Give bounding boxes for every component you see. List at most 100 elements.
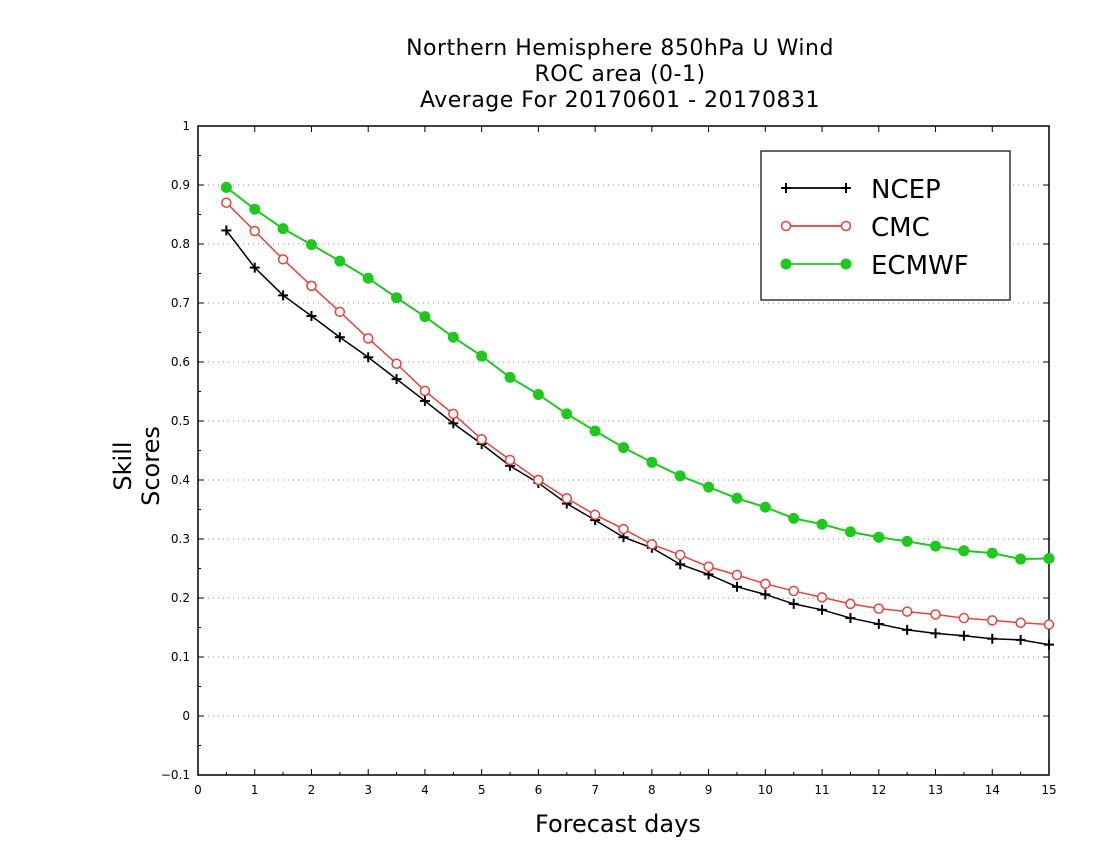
x-tick-label: 6 [535,783,543,797]
data-point-ecmwf [731,492,743,504]
x-tick-label: 7 [591,783,599,797]
data-point-ecmwf [447,331,459,343]
x-tick-label: 13 [928,783,943,797]
data-point-ecmwf [873,531,885,543]
x-axis-title: Forecast days [535,810,701,838]
data-point-ncep [419,395,430,406]
data-point-ncep [278,290,289,301]
data-point-ecmwf [277,223,289,235]
y-tick-label: −0.1 [161,768,190,782]
series-ecmwf [220,181,1055,565]
y-tick-label: 0.3 [171,532,190,546]
y-tick-label: 0.9 [171,178,190,192]
data-point-cmc [334,306,346,318]
y-tick-label: 0.5 [171,414,190,428]
data-point-ncep [1044,639,1054,650]
data-point-ecmwf [958,545,970,557]
data-point-ncep [731,581,742,592]
data-point-ncep [249,262,260,273]
data-point-ncep [760,589,771,600]
legend-label-cmc: CMC [871,213,930,243]
y-axis-title: Skill Scores [109,426,165,506]
axes: −0.100.10.20.30.40.50.60.70.80.910 1 2 3 4 5 6… [161,119,1057,797]
y-tick-label: 0.1 [171,650,190,664]
data-point-ecmwf [362,272,374,284]
legend: NCEP CMC ECMWF [760,150,1011,301]
data-point-ncep [675,559,686,570]
series-cmc [221,197,1055,630]
data-point-ncep [873,618,884,629]
data-point-ncep [391,374,402,385]
data-point-ecmwf [618,442,629,454]
data-point-ecmwf [646,456,658,468]
data-point-cmc [476,434,487,445]
data-point-ncep [788,598,799,609]
data-point-ncep [221,225,232,236]
legend-label-ecmwf: ECMWF [871,251,969,281]
data-point-ncep [902,624,913,635]
data-point-ncep [987,633,998,644]
data-point-cmc [1043,619,1055,630]
x-tick-label: 2 [308,783,316,797]
data-point-ecmwf [1043,552,1055,564]
data-point-cmc [1015,617,1026,629]
x-tick-label: 1 [251,783,259,797]
x-tick-label: 0 [194,783,202,797]
y-tick-label: 0.8 [171,237,190,251]
data-point-ecmwf [532,388,544,400]
data-point-cmc [306,280,317,292]
data-point-ecmwf [305,239,317,251]
data-point-cmc [901,606,913,617]
y-tick-label: 0.4 [171,473,190,487]
data-point-ecmwf [844,526,856,538]
y-tick-label: 0.6 [171,355,190,369]
data-point-cmc [760,578,771,590]
data-point-ecmwf [901,535,913,547]
data-point-cmc [618,523,629,535]
data-point-ecmwf [249,203,261,215]
x-tick-label: 15 [1041,783,1056,797]
y-tick-label: 0.2 [171,591,190,605]
data-point-cmc [646,539,658,550]
data-point-ncep [448,418,459,429]
data-point-ncep [334,332,345,343]
data-point-cmc [277,254,289,265]
legend-label-ncep: NCEP [871,175,941,205]
data-point-cmc [589,509,601,521]
data-point-ecmwf [589,425,601,437]
data-point-cmc [533,474,544,486]
plot-frame [197,125,1050,776]
data-point-cmc [504,454,516,466]
data-series [220,181,1055,650]
data-point-cmc [873,603,885,614]
data-point-ecmwf [391,292,403,304]
legend-marker-ncep [781,183,791,193]
legend-entry-ncep: NCEP [781,175,941,205]
x-tick-label: 9 [705,783,713,797]
data-point-ecmwf [419,311,431,323]
series-ncep [221,225,1054,650]
legend-marker-ncep [841,183,851,193]
x-tick-label: 3 [364,783,372,797]
data-point-cmc [958,612,970,624]
data-point-cmc [987,615,998,626]
data-point-ecmwf [504,371,516,383]
y-tick-label: 0 [182,709,190,723]
data-point-ncep [817,604,828,615]
data-point-cmc [930,609,941,620]
data-point-cmc [816,592,828,603]
data-point-cmc [221,197,232,208]
data-point-cmc [845,598,856,610]
legend-marker-ecmwf [840,258,852,270]
data-point-cmc [419,385,431,397]
data-point-ncep [306,310,317,321]
data-point-cmc [391,358,402,370]
chart-title-line-3: Average For 20170601 - 20170831 [419,88,821,113]
data-point-ecmwf [986,547,998,559]
data-point-ecmwf [561,408,573,420]
data-point-ecmwf [334,255,346,267]
data-point-cmc [249,225,260,237]
y-tick-label: 0.7 [171,296,190,310]
legend-entry-ecmwf: ECMWF [780,251,969,281]
